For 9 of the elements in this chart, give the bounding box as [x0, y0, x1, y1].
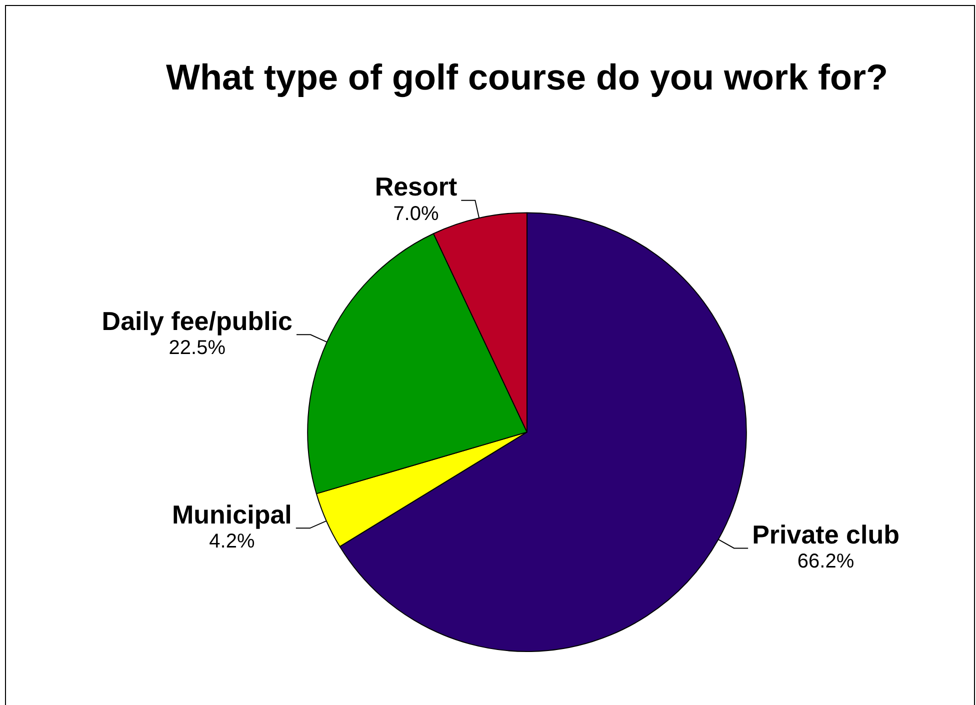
data-label: 22.5%	[168, 337, 226, 360]
data-label: 4.2%	[209, 530, 255, 553]
data-label: 7.0%	[393, 202, 439, 225]
slice-label: Resort	[374, 172, 458, 202]
data-label: 66.2%	[797, 550, 854, 573]
slice-label: Municipal	[172, 499, 292, 530]
chart-title: What type of golf course do you work for?	[166, 56, 888, 98]
slice-label: Private club	[752, 519, 900, 550]
slice-label: Daily fee/public	[102, 306, 293, 336]
